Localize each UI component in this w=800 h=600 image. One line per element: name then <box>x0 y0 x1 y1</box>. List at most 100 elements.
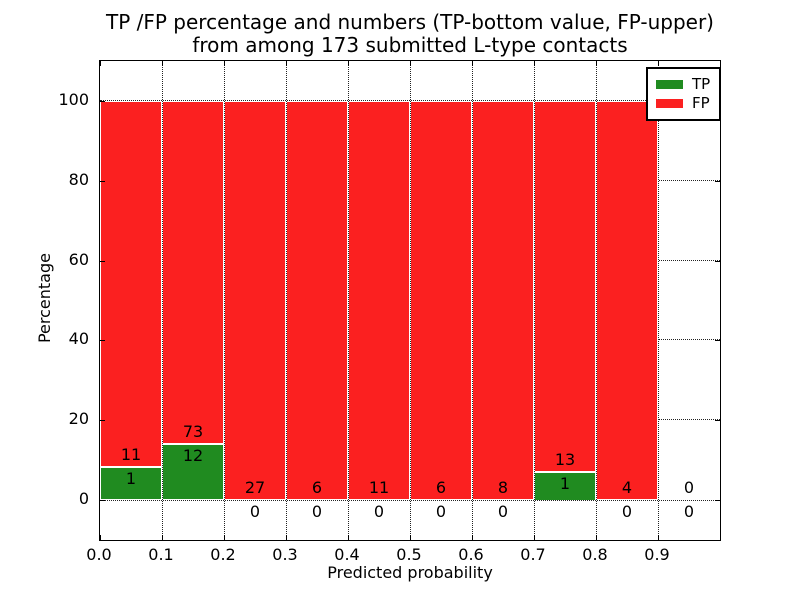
x-tick-top <box>100 61 101 66</box>
x-tick-top <box>720 61 721 66</box>
gridline-v-1 <box>162 61 163 540</box>
x-tick-label: 0.5 <box>396 545 422 564</box>
x-tick-top <box>162 61 163 66</box>
x-tick-bottom <box>472 535 473 540</box>
bar-fp <box>100 101 162 467</box>
fp-count-label: 13 <box>554 450 576 469</box>
x-tick-label: 0.1 <box>148 545 174 564</box>
fp-count-label: 6 <box>311 478 323 497</box>
y-tick-label: 0 <box>78 489 89 508</box>
gridline-v-7 <box>534 61 535 540</box>
bar-fp <box>224 101 286 500</box>
x-tick-top <box>534 61 535 66</box>
y-tick-left <box>100 340 105 341</box>
tp-count-label: 1 <box>559 474 571 493</box>
tp-count-label: 1 <box>125 469 137 488</box>
bar-fp <box>534 101 596 472</box>
fp-count-label: 27 <box>244 478 266 497</box>
bar-fp <box>286 101 348 500</box>
y-tick-right <box>715 261 720 262</box>
legend: TP FP <box>646 67 722 121</box>
plot-area: 11 1 73 12 27 0 6 0 11 0 6 0 8 0 13 1 4 0 0 0 <box>99 60 721 541</box>
gridline-v-4 <box>348 61 349 540</box>
y-tick-label: 80 <box>68 170 89 189</box>
y-tick-left <box>100 181 105 182</box>
fp-count-label: 4 <box>621 478 633 497</box>
gridline-v-9 <box>658 61 659 540</box>
bar-tp <box>162 444 224 500</box>
x-tick-bottom <box>410 535 411 540</box>
bar-tp <box>100 467 162 500</box>
x-tick-top <box>472 61 473 66</box>
x-tick-top <box>286 61 287 66</box>
gridline-v-8 <box>596 61 597 540</box>
y-tick-label: 20 <box>68 409 89 428</box>
fp-count-label: 6 <box>435 478 447 497</box>
bar-fp <box>596 101 658 500</box>
x-tick-label: 0.0 <box>86 545 112 564</box>
bar-fp <box>348 101 410 500</box>
legend-item-tp: TP <box>656 76 710 93</box>
y-tick-right <box>715 340 720 341</box>
bar-fp <box>472 101 534 500</box>
gridline-v-2 <box>224 61 225 540</box>
x-tick-label: 0.8 <box>582 545 608 564</box>
gridline-v-5 <box>410 61 411 540</box>
y-tick-label: 100 <box>58 90 89 109</box>
bar-fp <box>410 101 472 500</box>
fp-count-label: 8 <box>497 478 509 497</box>
y-tick-right <box>715 181 720 182</box>
y-tick-left <box>100 420 105 421</box>
tp-count-label: 0 <box>311 502 323 521</box>
tp-count-label: 0 <box>683 502 695 521</box>
x-tick-top <box>596 61 597 66</box>
x-tick-label: 0.4 <box>334 545 360 564</box>
x-tick-bottom <box>286 535 287 540</box>
x-tick-bottom <box>100 535 101 540</box>
tp-count-label: 0 <box>621 502 633 521</box>
tp-count-label: 0 <box>249 502 261 521</box>
x-tick-top <box>224 61 225 66</box>
legend-label-fp: FP <box>692 94 710 112</box>
x-tick-label: 0.7 <box>520 545 546 564</box>
x-tick-bottom <box>348 535 349 540</box>
fp-count-label: 11 <box>120 445 142 464</box>
x-tick-top <box>410 61 411 66</box>
x-tick-top <box>658 61 659 66</box>
y-tick-right <box>715 500 720 501</box>
x-tick-bottom <box>720 535 721 540</box>
gridline-v-3 <box>286 61 287 540</box>
x-tick-bottom <box>224 535 225 540</box>
x-tick-label: 0.9 <box>644 545 670 564</box>
y-tick-label: 60 <box>68 250 89 269</box>
x-tick-label: 0.3 <box>272 545 298 564</box>
tp-color-swatch <box>656 80 683 89</box>
y-axis-label: Percentage <box>35 253 54 344</box>
tp-count-label: 0 <box>497 502 509 521</box>
x-tick-label: 0.2 <box>210 545 236 564</box>
fp-count-label: 73 <box>182 422 204 441</box>
x-tick-bottom <box>162 535 163 540</box>
legend-label-tp: TP <box>692 75 711 93</box>
x-tick-bottom <box>534 535 535 540</box>
x-tick-bottom <box>658 535 659 540</box>
fp-count-label: 0 <box>683 478 695 497</box>
x-tick-bottom <box>596 535 597 540</box>
tp-count-label: 0 <box>435 502 447 521</box>
y-tick-left <box>100 101 105 102</box>
legend-item-fp: FP <box>656 95 710 112</box>
x-tick-label: 0.6 <box>458 545 484 564</box>
gridline-v-6 <box>472 61 473 540</box>
y-tick-right <box>715 420 720 421</box>
tp-count-label: 0 <box>373 502 385 521</box>
chart-title-line-1: TP /FP percentage and numbers (TP-bottom… <box>106 10 714 34</box>
y-tick-label: 40 <box>68 329 89 348</box>
x-axis-label: Predicted probability <box>327 563 493 582</box>
bar-fp <box>162 101 224 444</box>
x-tick-top <box>348 61 349 66</box>
tp-count-label: 12 <box>182 446 204 465</box>
y-tick-left <box>100 261 105 262</box>
fp-count-label: 11 <box>368 478 390 497</box>
chart-title-line-2: from among 173 submitted L-type contacts <box>192 33 628 57</box>
